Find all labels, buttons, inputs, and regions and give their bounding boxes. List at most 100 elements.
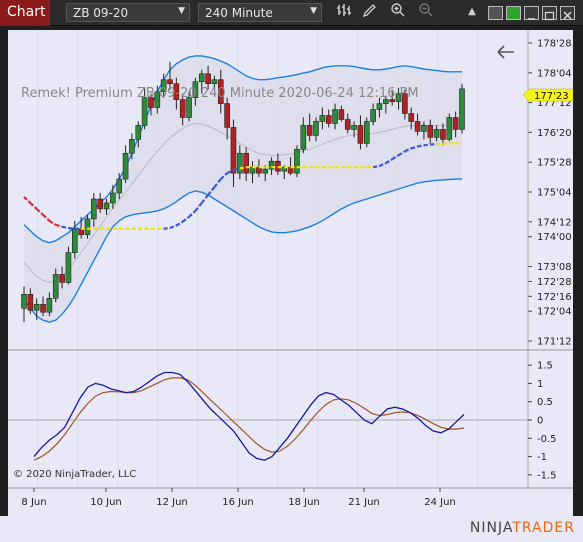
candle[interactable] [389,89,395,106]
price-chart[interactable]: Remek! Premium ZB 09-20 240 Minute 2020-… [8,30,574,516]
zoom-in-icon[interactable] [388,2,408,22]
date-tick-label: 24 Jun [424,497,456,508]
candle[interactable] [383,95,389,114]
candle[interactable] [338,105,345,122]
candle[interactable] [148,93,154,116]
candle[interactable] [459,83,465,134]
candle[interactable] [319,107,326,130]
chart-tab[interactable]: Chart [0,0,50,26]
bar-style-icon[interactable] [334,2,354,22]
candle[interactable] [160,73,167,98]
color-theme-button[interactable] [506,6,521,20]
candle[interactable] [122,145,129,184]
candle[interactable] [110,185,116,209]
price-tick-label: 177'12 [537,98,572,109]
candle[interactable] [154,85,161,114]
candle[interactable] [205,65,211,90]
candle[interactable] [414,113,421,136]
candle[interactable] [325,109,332,128]
candle[interactable] [313,117,319,142]
candle[interactable] [294,145,300,178]
candle[interactable] [351,121,357,138]
maximize-button[interactable] [542,6,557,21]
oscillator-tick-label: -1 [537,452,547,463]
candle[interactable] [376,97,383,118]
candle[interactable] [141,87,148,130]
candle[interactable] [408,107,415,130]
chart-toolbar: Chart ZB 09-20 ▼ 240 Minute ▼ ▲ [0,0,583,26]
candle[interactable] [52,268,59,303]
trend-segment [397,150,406,157]
copyright-text: © 2020 NinjaTrader, LLC [13,469,136,480]
trend-segment [182,215,190,223]
minimize-button[interactable] [524,6,539,20]
candle[interactable] [440,123,446,146]
candle[interactable] [59,266,65,289]
zoom-out-icon[interactable] [416,2,436,22]
candle[interactable] [306,113,313,142]
trend-segment [48,219,57,226]
candle-body [65,252,72,283]
candle[interactable] [65,246,72,285]
trend-segment [163,226,171,230]
candle[interactable] [21,286,27,323]
upper-band-line [23,55,462,244]
candle[interactable] [357,115,364,150]
scroll-back-arrow-icon[interactable] [497,45,514,59]
candle[interactable] [97,193,103,213]
oscillator-tick-label: 1 [537,379,543,390]
candle[interactable] [446,113,453,142]
candle[interactable] [395,87,402,110]
trend-segment [23,196,32,204]
trend-segment [385,158,393,165]
chart-overlay-label: Remek! Premium ZB 09-20 240 Minute 2020-… [21,86,419,101]
candle[interactable] [230,119,237,188]
restore-button[interactable] [488,6,503,20]
candle-body [363,121,370,144]
candle[interactable] [433,125,440,142]
candle[interactable] [211,75,218,94]
candle[interactable] [363,117,370,148]
candle[interactable] [46,292,53,317]
candle[interactable] [370,103,376,126]
candle[interactable] [224,97,230,140]
candle[interactable] [129,133,135,160]
interval-selector[interactable]: 240 Minute ▼ [198,3,322,22]
candle-body [332,109,338,124]
candle-body [33,303,40,311]
candle[interactable] [33,298,40,321]
candle[interactable] [167,61,173,90]
candle[interactable] [186,91,192,122]
candle[interactable] [402,89,408,120]
candle[interactable] [217,69,224,114]
chart-panel[interactable]: Remek! Premium ZB 09-20 240 Minute 2020-… [8,30,574,516]
candle[interactable] [344,113,351,134]
candle[interactable] [421,121,427,140]
drawing-tool-icon[interactable] [360,2,380,22]
candle-body [237,152,243,174]
candle[interactable] [27,288,34,315]
candle[interactable] [173,77,180,110]
candle[interactable] [452,111,459,138]
candle[interactable] [237,145,243,180]
candle[interactable] [116,173,123,199]
candle[interactable] [91,193,97,227]
menu-arrow-icon[interactable]: ▲ [468,6,476,17]
candle[interactable] [243,147,249,182]
candle[interactable] [192,77,199,106]
close-button[interactable] [560,6,575,20]
candle[interactable] [40,296,46,317]
trend-segment [175,220,184,227]
candle[interactable] [103,198,110,215]
instrument-selector[interactable]: ZB 09-20 ▼ [66,3,190,22]
candle[interactable] [300,117,307,154]
candle[interactable] [135,121,142,148]
trend-segment [391,154,400,161]
candle[interactable] [427,119,434,144]
candle[interactable] [198,69,205,94]
candle[interactable] [332,103,338,130]
candle[interactable] [84,214,91,239]
price-tick-label: 173'08 [537,262,572,273]
candle-body [71,228,78,253]
candle[interactable] [179,93,186,126]
